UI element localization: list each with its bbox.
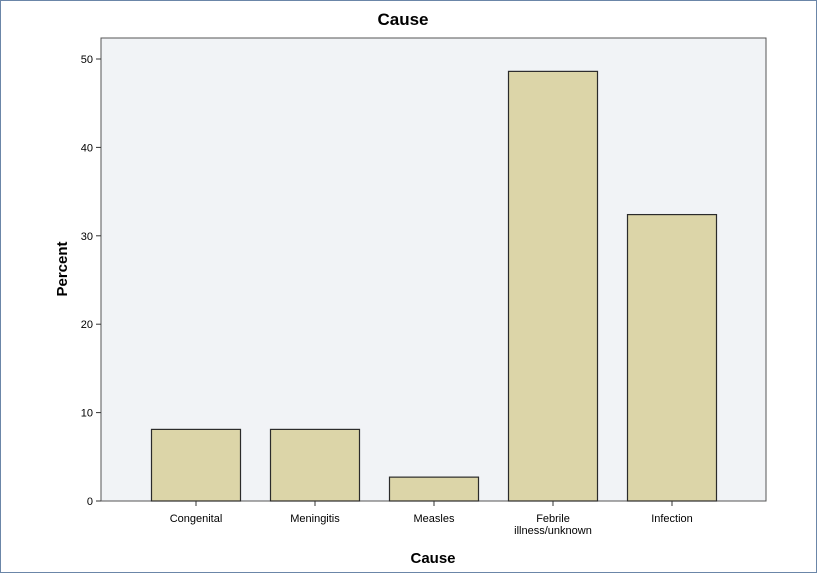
x-tick-label: Febrile [536,513,570,525]
x-tick-label: illness/unknown [514,525,592,537]
y-axis: 0 10 20 30 40 50 [81,54,101,508]
bars-group [150,70,718,502]
x-tick-label: Measles [414,513,455,525]
y-tick-label: 0 [87,496,93,508]
bar-febrile-illness-unknown [507,70,599,502]
x-axis: Congenital Meningitis Measles Febrileillnes… [170,501,693,537]
y-tick-label: 30 [81,231,93,243]
y-tick-label: 20 [81,319,93,331]
x-tick-label: Infection [651,513,693,525]
y-tick-label: 10 [81,408,93,420]
bar-meningitis [269,428,361,502]
chart-title: Cause [377,10,428,29]
y-axis-title: Percent [54,241,71,296]
y-tick-label: 40 [81,142,93,154]
x-axis-title: Cause [410,550,455,567]
x-tick-label: Meningitis [290,513,340,525]
y-tick-label: 50 [81,54,93,66]
x-tick-label: Congenital [170,513,223,525]
bar-infection [626,213,718,502]
bar-measles [388,476,480,502]
bar-congenital [150,428,242,502]
